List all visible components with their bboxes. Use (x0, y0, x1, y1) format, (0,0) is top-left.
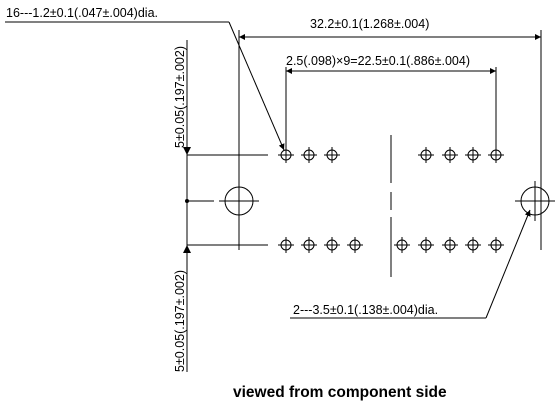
pin-hole-lower-2 (301, 237, 317, 253)
pin-hole-lower-8 (465, 237, 481, 253)
arrow-upper-row (183, 147, 191, 155)
pin-hole-upper-1 (278, 147, 294, 163)
pin-hole-upper-5 (442, 147, 458, 163)
pin-hole-lower-4 (347, 237, 363, 253)
pin-hole-lower-1 (278, 237, 294, 253)
view-caption: viewed from component side (233, 384, 447, 401)
pin-hole-upper-4 (418, 147, 434, 163)
lower-row-offset-label: 5±0.05(.197±.002) (173, 270, 187, 372)
overall-width-label: 32.2±0.1(1.268±.004) (310, 17, 429, 31)
arrow-lower-row (183, 245, 191, 253)
pin-pitch-label: 2.5(.098)×9=22.5±0.1(.886±.004) (286, 54, 470, 68)
pin-hole-callout: 16---1.2±0.1(.047±.004)dia. (6, 6, 158, 20)
pin-hole-lower-7 (442, 237, 458, 253)
lower-pin-row (278, 237, 504, 253)
pin-hole-lower-6 (418, 237, 434, 253)
pin-hole-upper-7 (488, 147, 504, 163)
pin-hole-upper-3 (324, 147, 340, 163)
mounting-hole-right (515, 181, 555, 221)
mounting-holes (219, 181, 555, 221)
pin-hole-lower-9 (488, 237, 504, 253)
pin-hole-lower-3 (324, 237, 340, 253)
upper-row-offset-label: 5±0.05(.197±.002) (173, 46, 187, 148)
pin-hole-lower-5 (394, 237, 410, 253)
mounting-hole-left (219, 181, 259, 221)
mount-hole-leader (485, 209, 531, 319)
pin-hole-upper-6 (465, 147, 481, 163)
mount-hole-callout: 2---3.5±0.1(.138±.004)dia. (293, 303, 438, 317)
pin-hole-leader (228, 21, 285, 151)
upper-pin-row (278, 147, 504, 163)
pin-hole-upper-2 (301, 147, 317, 163)
